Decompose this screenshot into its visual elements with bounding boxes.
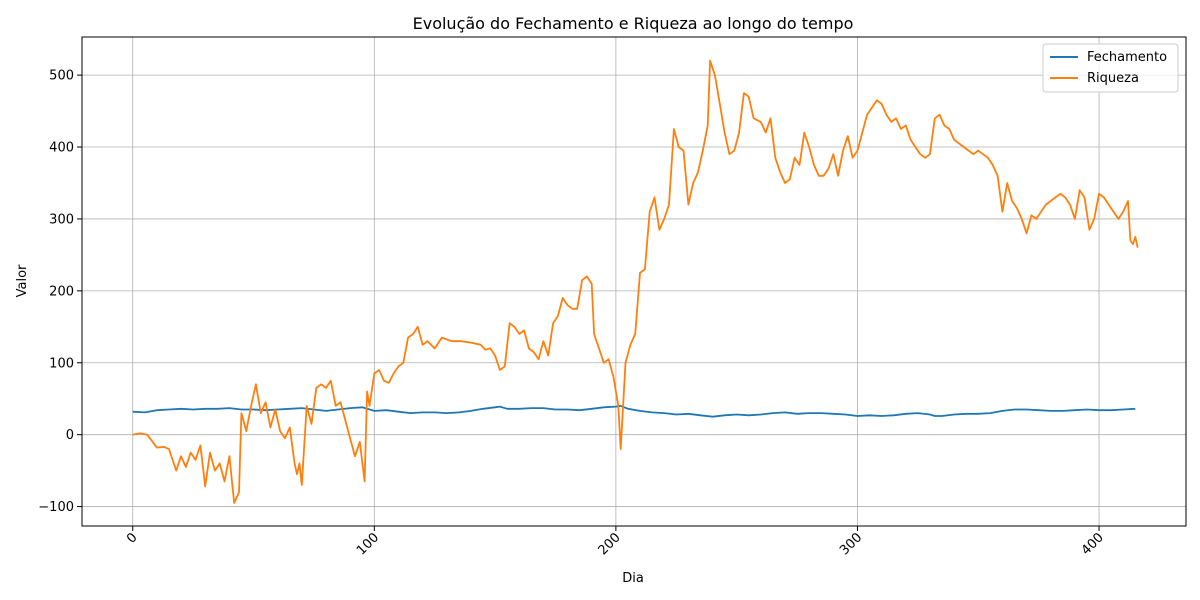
- y-tick-label: −100: [38, 500, 74, 515]
- series-group: [132, 59, 1139, 504]
- y-axis-label: Valor: [15, 264, 30, 297]
- legend-label-fechamento: Fechamento: [1087, 50, 1167, 65]
- grid: [82, 37, 1186, 526]
- legend: Fechamento Riqueza: [1042, 43, 1179, 93]
- y-tick-label: 500: [49, 69, 74, 84]
- x-axis-label: Dia: [622, 571, 644, 586]
- y-tick-label: 300: [49, 212, 74, 227]
- y-axis: −100 0 100 200 300 400 500: [38, 69, 82, 515]
- plot-frame: [81, 36, 1187, 527]
- y-tick-label: 200: [49, 284, 74, 299]
- chart-title: Evolução do Fechamento e Riqueza ao long…: [413, 14, 854, 33]
- series-line-riqueza: [132, 59, 1139, 504]
- y-tick-label: 100: [49, 356, 74, 371]
- y-tick-label: 400: [49, 141, 74, 156]
- y-tick-label: 0: [66, 428, 74, 443]
- legend-label-riqueza: Riqueza: [1087, 71, 1139, 86]
